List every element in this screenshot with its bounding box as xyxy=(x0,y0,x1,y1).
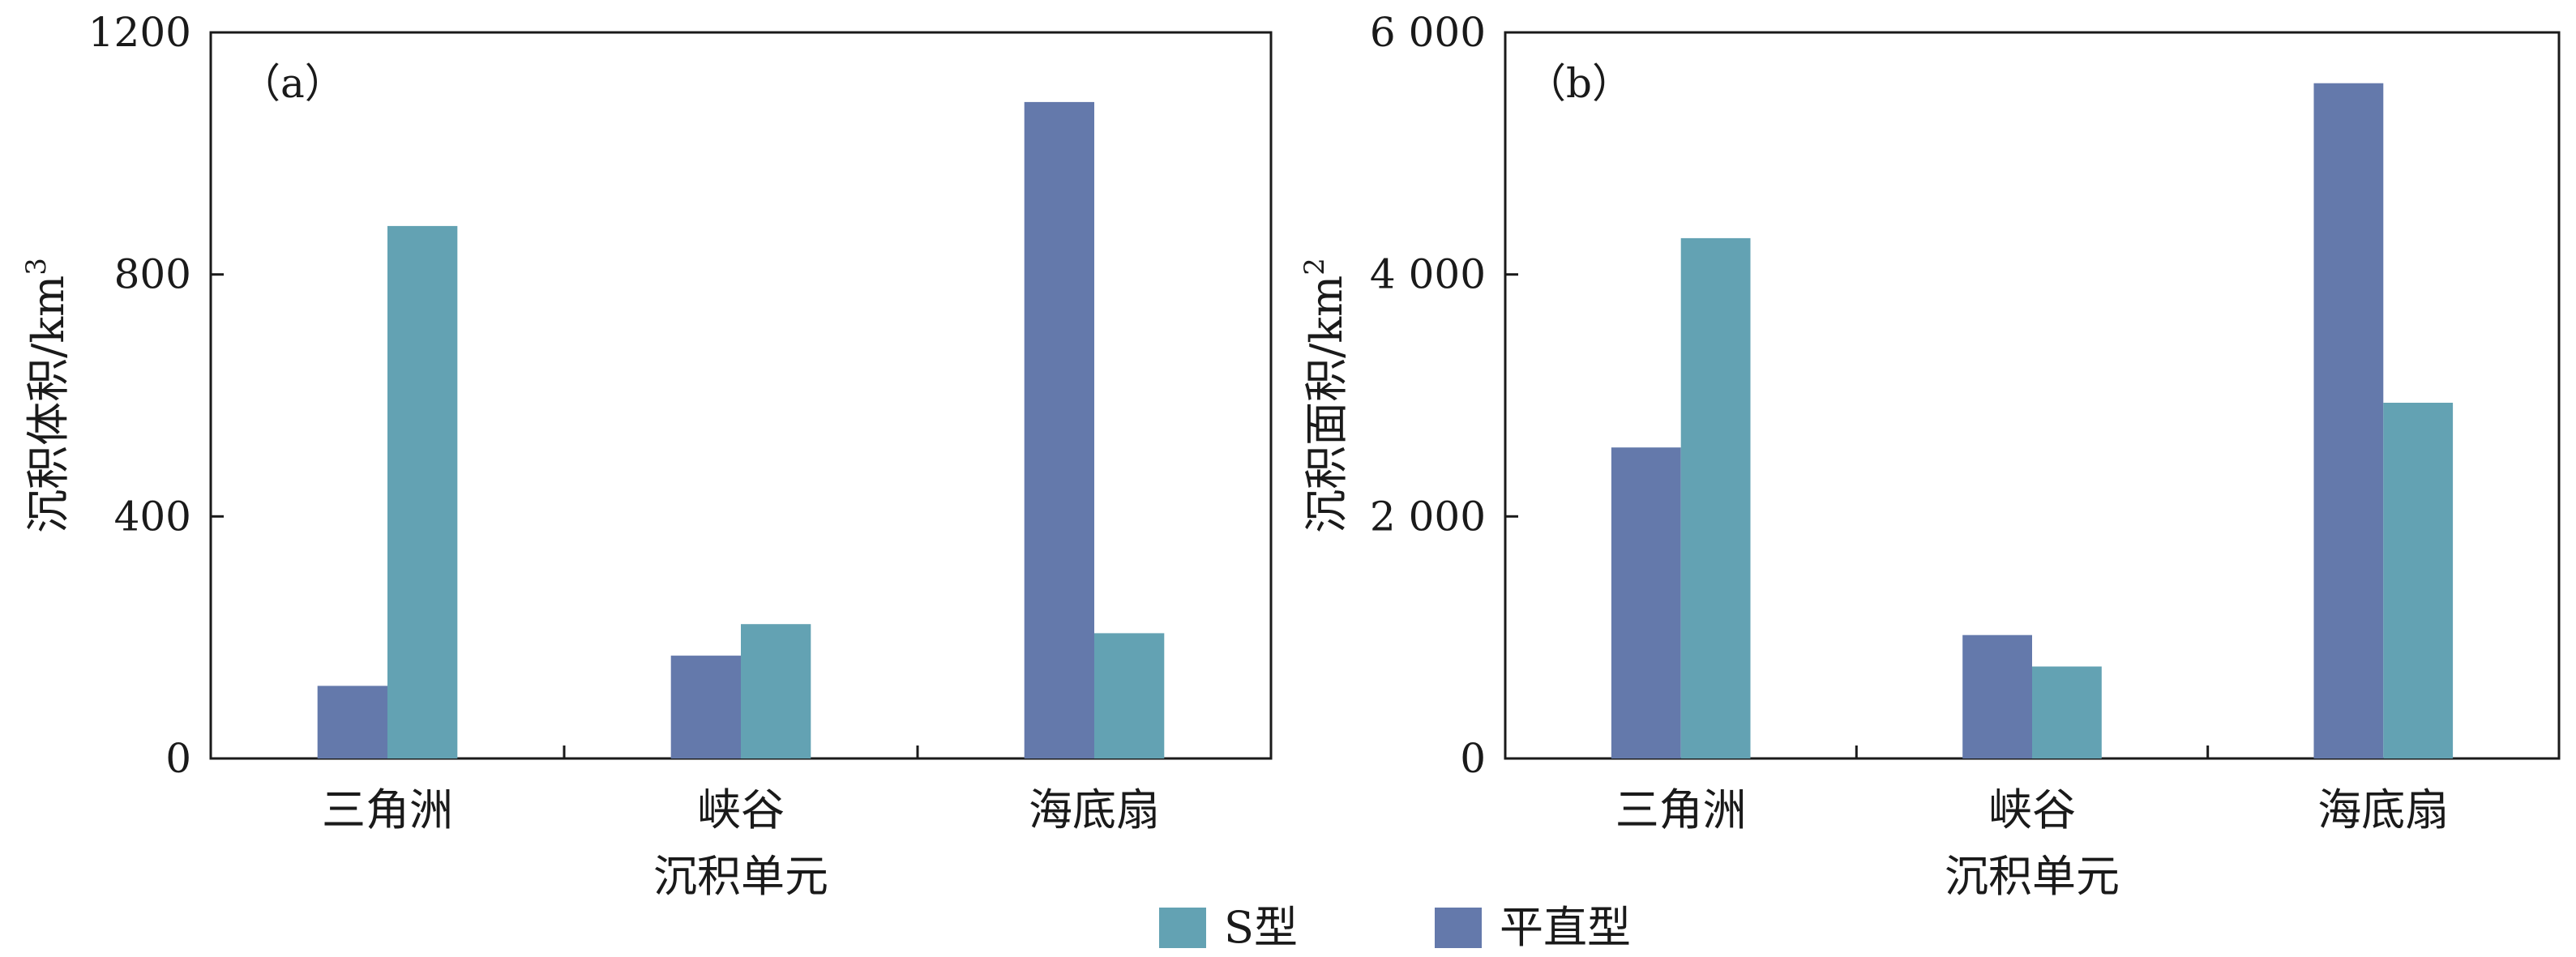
legend-label-straight-type: 平直型 xyxy=(1500,902,1631,953)
panel-b-bars xyxy=(1611,83,2454,758)
panel-a-cat-labels: 三角洲 峡谷 海底扇 xyxy=(322,784,1160,835)
panel-b-label: （b） xyxy=(1525,60,1632,107)
panel-a-category-label-1: 峡谷 xyxy=(697,784,785,835)
panel-b-y-tick-label-4-000: 4 000 xyxy=(1370,251,1486,298)
panel-a: （a） 0 400 800 1200 三角洲 峡谷 海底扇 沉积单元 沉积体积/km3 xyxy=(20,9,1273,902)
panel-a-y-tick-label-400: 400 xyxy=(114,493,191,540)
panel-b-category-label-1: 峡谷 xyxy=(1988,784,2076,835)
panel-a-y-axis-title-main: 沉积体积/km xyxy=(23,276,74,533)
panel-a-ticks: 0 400 800 1200 xyxy=(88,9,919,782)
legend-swatch-straight-type xyxy=(1435,908,1482,948)
panel-a-label: （a） xyxy=(240,60,345,107)
panel-b-category-label-2: 海底扇 xyxy=(2317,784,2449,835)
panel-a-y-axis-title-superscript: 3 xyxy=(20,258,53,276)
legend: S型 平直型 xyxy=(1159,902,1631,953)
panel-b-y-tick-label-0: 0 xyxy=(1460,735,1486,782)
panel-b-bar-0-straight-type xyxy=(1611,447,1681,758)
panel-b-y-axis-title-superscript: 2 xyxy=(1299,258,1331,276)
panel-b-ticks: 0 2 000 4 000 6 000 xyxy=(1370,9,2210,782)
panel-a-bar-1-straight-type xyxy=(670,656,741,758)
panel-a-y-axis-title: 沉积体积/km3 xyxy=(20,258,74,533)
panel-b-category-label-0: 三角洲 xyxy=(1615,784,1747,835)
panel-b-y-axis-title-main: 沉积面积/km xyxy=(1301,276,1352,533)
panel-b-bar-1-s-type xyxy=(2032,666,2102,758)
legend-label-s-type: S型 xyxy=(1224,902,1298,953)
panel-b-y-axis-title: 沉积面积/km2 xyxy=(1299,258,1352,533)
panel-a-y-tick-label-1200: 1200 xyxy=(88,9,191,56)
panel-a-bar-2-straight-type xyxy=(1024,101,1094,758)
panel-b-y-tick-label-6-000: 6 000 xyxy=(1370,9,1486,56)
panel-a-bar-0-straight-type xyxy=(317,686,387,758)
panel-b-x-axis-title: 沉积单元 xyxy=(1945,851,2120,902)
panel-b-bar-1-straight-type xyxy=(1962,634,2032,758)
panel-b-bar-2-straight-type xyxy=(2313,83,2384,758)
panel-a-bar-1-s-type xyxy=(741,624,811,758)
panel-b-cat-labels: 三角洲 峡谷 海底扇 xyxy=(1615,784,2450,835)
panel-a-y-tick-label-800: 800 xyxy=(114,251,191,298)
panel-b: （b） 0 2 000 4 000 6 000 三角洲 峡谷 海底扇 沉积单元 沉积面积/… xyxy=(1299,9,2561,902)
panel-a-category-label-2: 海底扇 xyxy=(1029,784,1160,835)
panel-a-bars xyxy=(317,101,1165,758)
panel-b-bar-2-s-type xyxy=(2383,403,2454,758)
panel-a-bar-2-s-type xyxy=(1094,633,1165,758)
panel-a-x-axis-title: 沉积单元 xyxy=(653,851,828,902)
panel-a-y-tick-label-0: 0 xyxy=(165,735,191,782)
panel-a-category-label-0: 三角洲 xyxy=(322,784,453,835)
panel-b-y-tick-label-2-000: 2 000 xyxy=(1370,493,1486,540)
panel-a-bar-0-s-type xyxy=(387,225,458,758)
legend-swatch-s-type xyxy=(1159,908,1206,948)
panel-b-bar-0-s-type xyxy=(1680,237,1751,758)
